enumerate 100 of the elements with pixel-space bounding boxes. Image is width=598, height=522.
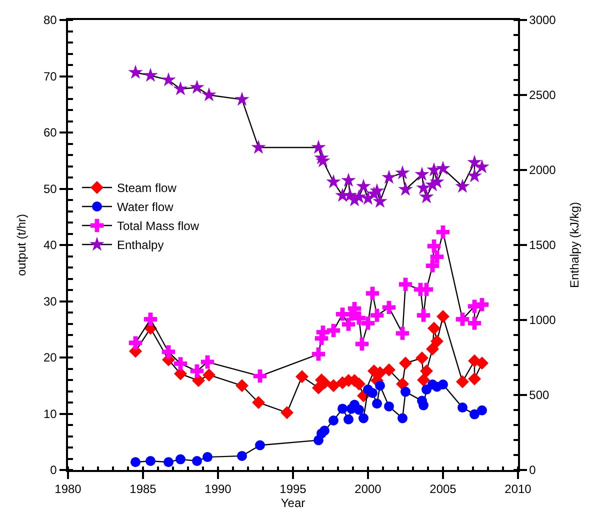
point [456,375,469,388]
x-tick-label: 2000 [354,482,382,496]
y-tick-label: 20 [43,350,58,365]
y-tick-label: 40 [43,238,58,252]
point [361,316,375,330]
point [475,298,489,312]
point [417,374,430,386]
point [426,162,442,176]
point [436,160,450,175]
point [234,92,250,106]
point [414,166,430,181]
y2-tick-label: 500 [529,388,550,402]
point [382,170,396,184]
point [436,225,450,239]
point [455,178,470,193]
point [237,450,247,461]
point [190,364,204,378]
y-tick-label: 70 [43,69,58,84]
point [311,140,326,154]
point [143,68,158,82]
point [430,250,444,264]
point [384,401,394,412]
point [355,337,369,351]
point [372,194,388,208]
point [468,316,482,330]
point [395,165,410,180]
point [252,396,265,409]
point [128,64,143,79]
point [399,356,412,370]
point [426,342,439,356]
point [366,286,380,300]
y2-tick-label: 2500 [529,88,556,102]
point [144,312,158,326]
point [164,457,174,468]
point [458,402,468,413]
point [192,456,202,466]
point [352,312,366,325]
y-tick-label: 60 [43,126,58,140]
point [470,409,480,420]
point [341,172,356,187]
point [382,363,396,376]
point [436,310,450,323]
y2-tick-label: 2000 [529,163,556,178]
point [161,72,176,86]
y2-tick-label: 3000 [529,13,556,28]
point [396,326,410,340]
point [375,380,385,391]
point [316,153,330,168]
x-tick-label: 1980 [54,482,82,496]
point [420,364,433,378]
point [456,312,470,326]
point [202,452,212,462]
x-tick-label: 2010 [504,482,532,496]
point [468,372,481,386]
point [173,81,188,96]
y-tick-label: 80 [43,13,58,28]
point [416,352,428,365]
point [398,182,413,196]
y-tick-label: 30 [43,294,58,308]
point [477,405,487,416]
point [426,259,440,272]
x-tick-label: 1985 [130,482,157,496]
point [128,336,142,350]
point [190,80,204,94]
point [200,355,214,369]
x-tick-label: 2005 [430,482,457,496]
point [251,140,266,154]
point [398,278,412,291]
point [236,379,248,392]
y2-tick-label: 1500 [529,238,556,252]
point [176,454,186,464]
point [476,356,488,370]
point [358,413,368,424]
point [344,414,354,424]
point [320,426,330,436]
point [312,348,326,361]
legend-label: Water flow [117,200,174,214]
point [418,400,428,410]
x-tick-label: 1990 [204,482,232,496]
x-tick-label: 1995 [280,482,307,496]
point [146,456,156,466]
y2-tick-label: 1000 [529,313,556,328]
point [427,240,441,253]
point [342,318,356,331]
point [326,174,341,188]
point [296,370,308,384]
y2-tick-label: 0 [529,463,536,478]
point [338,404,348,414]
point [280,406,294,420]
point [372,398,382,409]
legend-label: Total Mass flow [117,219,200,234]
x-axis-title: Year [280,496,306,510]
point [438,380,448,390]
y2-axis-title: Enthalpy (kJ/kg) [568,202,582,288]
point [368,388,378,398]
point [382,300,396,314]
point [467,168,482,182]
point [253,369,267,383]
point [398,413,408,424]
point [419,189,434,204]
